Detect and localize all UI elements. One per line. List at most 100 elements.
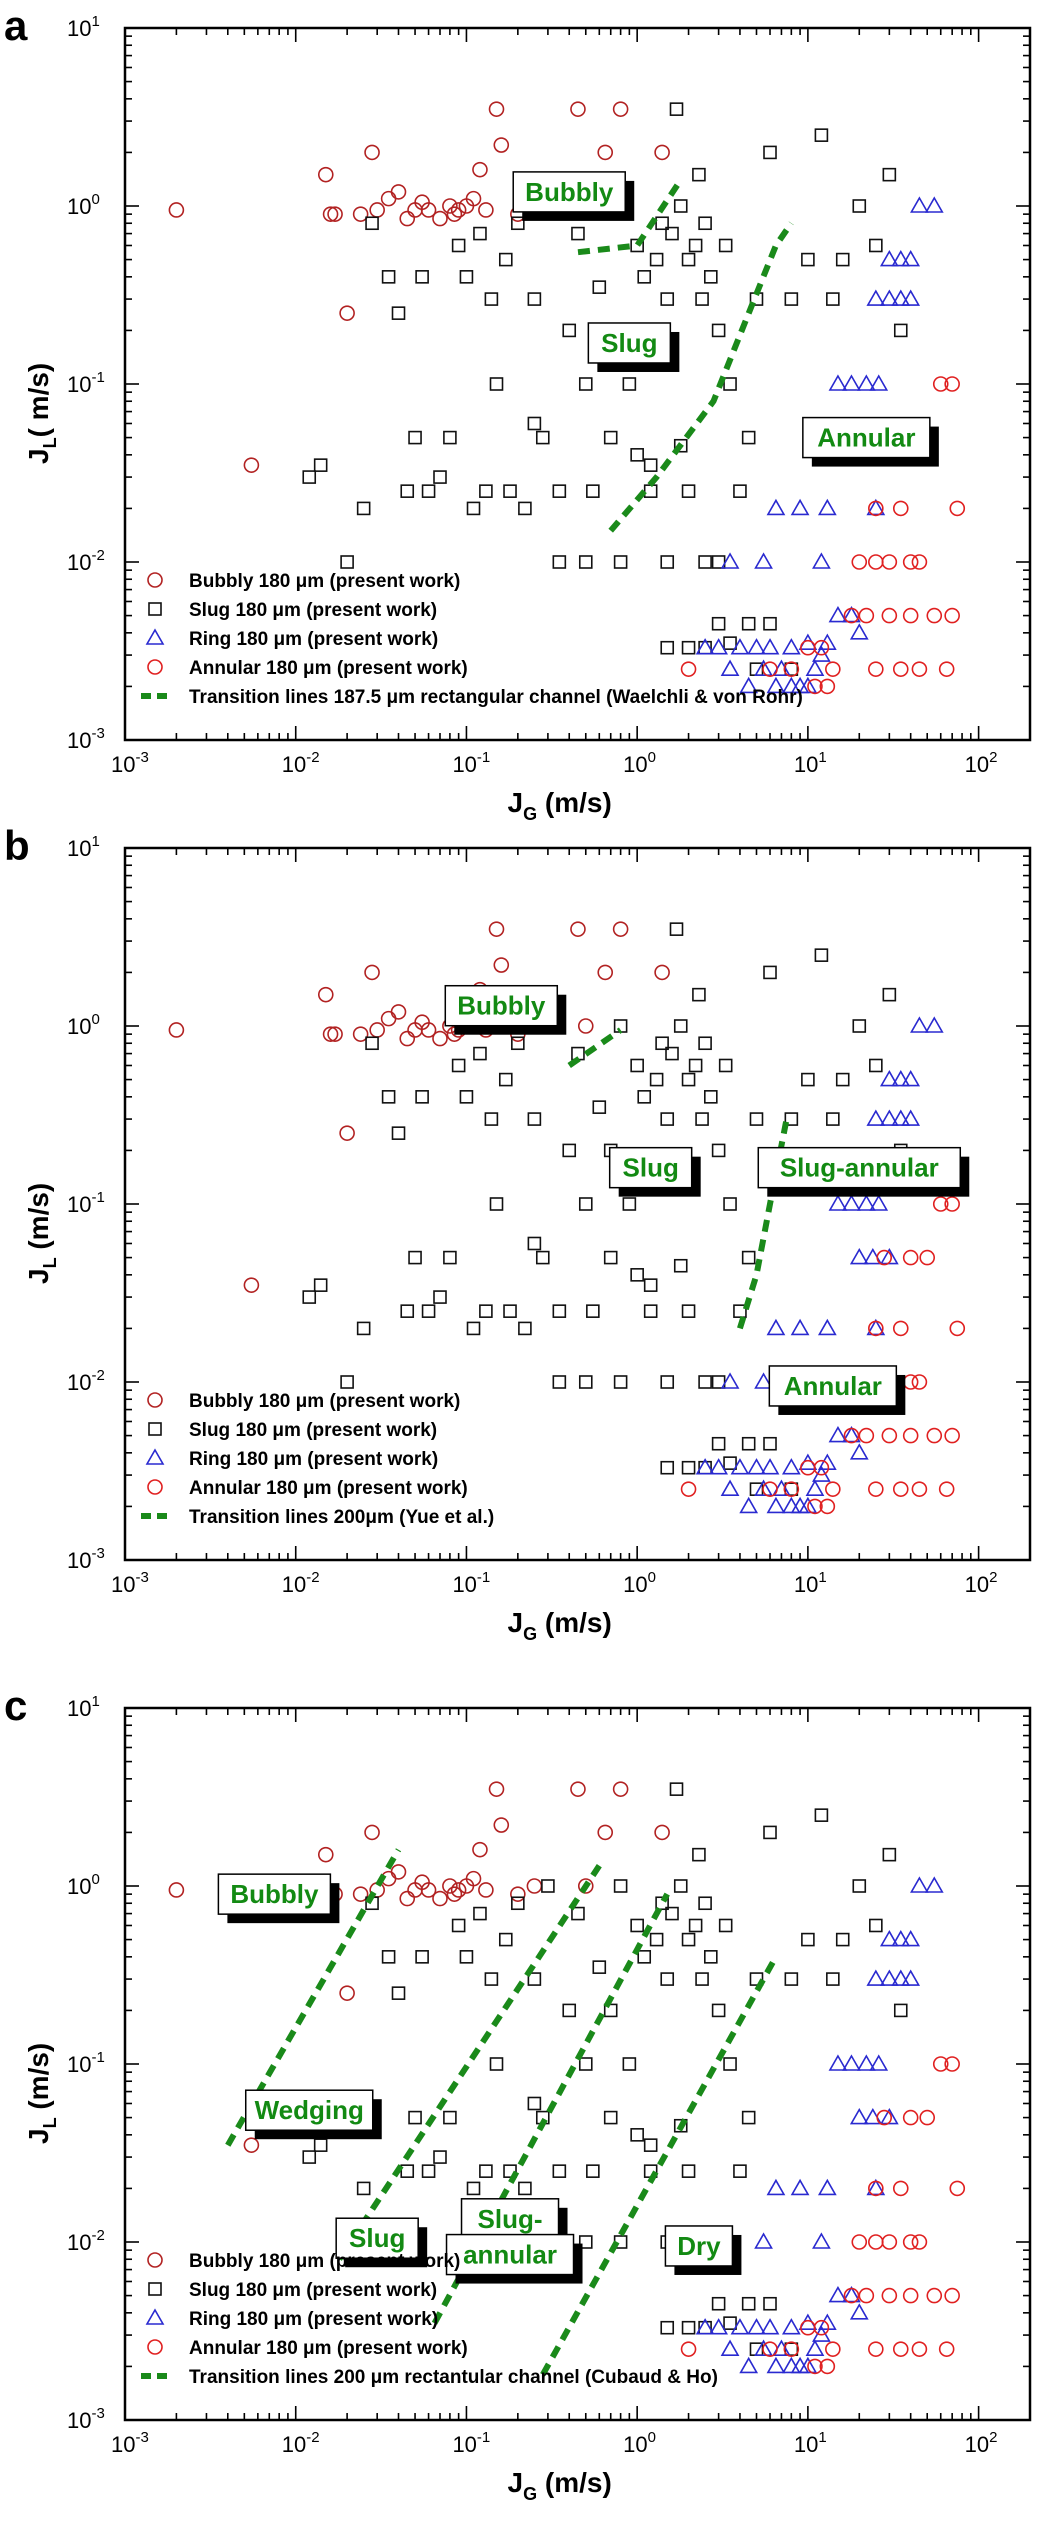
- annular-point: [892, 1320, 909, 1337]
- slug-point: [673, 438, 688, 453]
- annular-point: [892, 2180, 909, 2197]
- ring-point: [869, 1194, 889, 1211]
- annular-point: [902, 2287, 919, 2304]
- slug-point: [649, 1932, 664, 1947]
- axis-ticks: [124, 847, 1031, 1561]
- slug-point: [698, 1896, 712, 1911]
- slug-point: [356, 2181, 371, 2196]
- slug-point: [527, 292, 542, 306]
- annular-point: [800, 2319, 816, 2336]
- ring-point: [812, 2232, 831, 2249]
- ring-point: [869, 374, 889, 391]
- ring-point: [828, 2054, 848, 2071]
- slug-point: [552, 555, 567, 569]
- annular-point: [868, 554, 884, 570]
- annular-point: [932, 2056, 949, 2072]
- slug-point: [313, 458, 328, 472]
- annular-point: [911, 1481, 928, 1497]
- slug-point: [665, 1906, 679, 1921]
- slug-point: [688, 238, 703, 253]
- ring-point: [798, 1453, 818, 1470]
- slug-point: [711, 1143, 726, 1158]
- regime-label-text: annular: [463, 2240, 557, 2270]
- bubbly-point: [327, 206, 343, 222]
- bubbly-point: [390, 1864, 407, 1880]
- slug-point: [433, 2150, 447, 2164]
- slug-point: [302, 1290, 317, 1304]
- slug-point: [660, 1375, 675, 1389]
- regime-label-text: Slug: [601, 328, 657, 358]
- legend-label: Bubbly 180 μm (present work): [189, 571, 460, 592]
- annular-point: [858, 607, 875, 624]
- slug-point: [586, 484, 600, 498]
- ring-point: [781, 2318, 801, 2335]
- bubbly-point: [654, 144, 670, 161]
- slug-point: [489, 1197, 504, 1211]
- annular-point: [926, 1427, 943, 1444]
- regime-label-text: Slug-: [478, 2204, 543, 2234]
- annular-point: [944, 2287, 960, 2304]
- slug-point: [698, 1036, 712, 1051]
- ring-point: [766, 2356, 786, 2374]
- legend-entry: Annular 180 μm (present work): [147, 2338, 468, 2359]
- slug-point: [527, 1236, 542, 1251]
- slug-point: [882, 167, 897, 182]
- legend: Bubbly 180 μm (present work) Slug 180 μm …: [141, 2251, 718, 2388]
- ring-point: [879, 249, 899, 267]
- bubbly-point: [612, 1781, 629, 1797]
- ring-point: [901, 1929, 921, 1947]
- slug-point: [451, 238, 466, 253]
- slug-point: [408, 2110, 422, 2125]
- bubbly-point: [654, 1824, 670, 1841]
- x-axis-title: JG (m/s): [508, 787, 612, 824]
- bubbly-point: [390, 1004, 407, 1020]
- ring-point: [910, 196, 929, 213]
- annular-point: [926, 607, 943, 624]
- ring-point: [817, 2178, 837, 2196]
- ring-point: [879, 1247, 899, 1265]
- ring-point: [901, 289, 921, 306]
- annular-point: [843, 607, 860, 624]
- ring-point: [817, 2313, 837, 2330]
- x-tick-label: 100: [623, 749, 656, 777]
- slug-point: [637, 1950, 652, 1964]
- slug-point: [391, 306, 406, 320]
- slug-point: [852, 1019, 867, 1033]
- regime-label: Annular: [802, 416, 939, 467]
- slug-point: [484, 1972, 499, 1986]
- regime-label-text: Annular: [784, 1371, 882, 1401]
- ring-point: [849, 2107, 869, 2125]
- legend-label: Slug 180 μm (present work): [189, 600, 437, 621]
- x-tick-label: 10-3: [111, 749, 149, 777]
- slug-point: [669, 102, 684, 116]
- annular-point: [807, 678, 823, 695]
- ring-point: [828, 1194, 848, 1211]
- ring-point: [747, 2318, 766, 2335]
- legend-label: Ring 180 μm (present work): [189, 2309, 438, 2330]
- slug-point: [741, 1436, 756, 1451]
- slug-point: [535, 430, 550, 445]
- legend-entry: Bubbly 180 μm (present work): [147, 1391, 460, 1412]
- regime-label-text: Dry: [677, 2231, 721, 2261]
- annular-point: [819, 2358, 836, 2375]
- bubbly-point: [478, 202, 494, 218]
- ring-point: [879, 2107, 899, 2125]
- bubbly-point: [168, 1882, 185, 1898]
- slug-point: [391, 1126, 406, 1140]
- slug-point: [852, 199, 867, 213]
- slug-point: [578, 1375, 593, 1389]
- slug-point: [692, 167, 706, 182]
- slug-point: [681, 1932, 696, 1947]
- slug-point: [723, 636, 737, 650]
- slug-point: [814, 1808, 829, 1822]
- annular-point: [881, 607, 898, 624]
- annular-point: [944, 2056, 960, 2072]
- ring-point: [866, 1969, 886, 1986]
- transition-line: [225, 1848, 402, 2147]
- annular-point: [843, 1427, 860, 1444]
- slug-point: [381, 1090, 396, 1104]
- annular-point: [851, 554, 868, 570]
- slug-point: [603, 2110, 618, 2125]
- bubbly-point: [442, 1878, 458, 1894]
- ring-point: [766, 2178, 786, 2196]
